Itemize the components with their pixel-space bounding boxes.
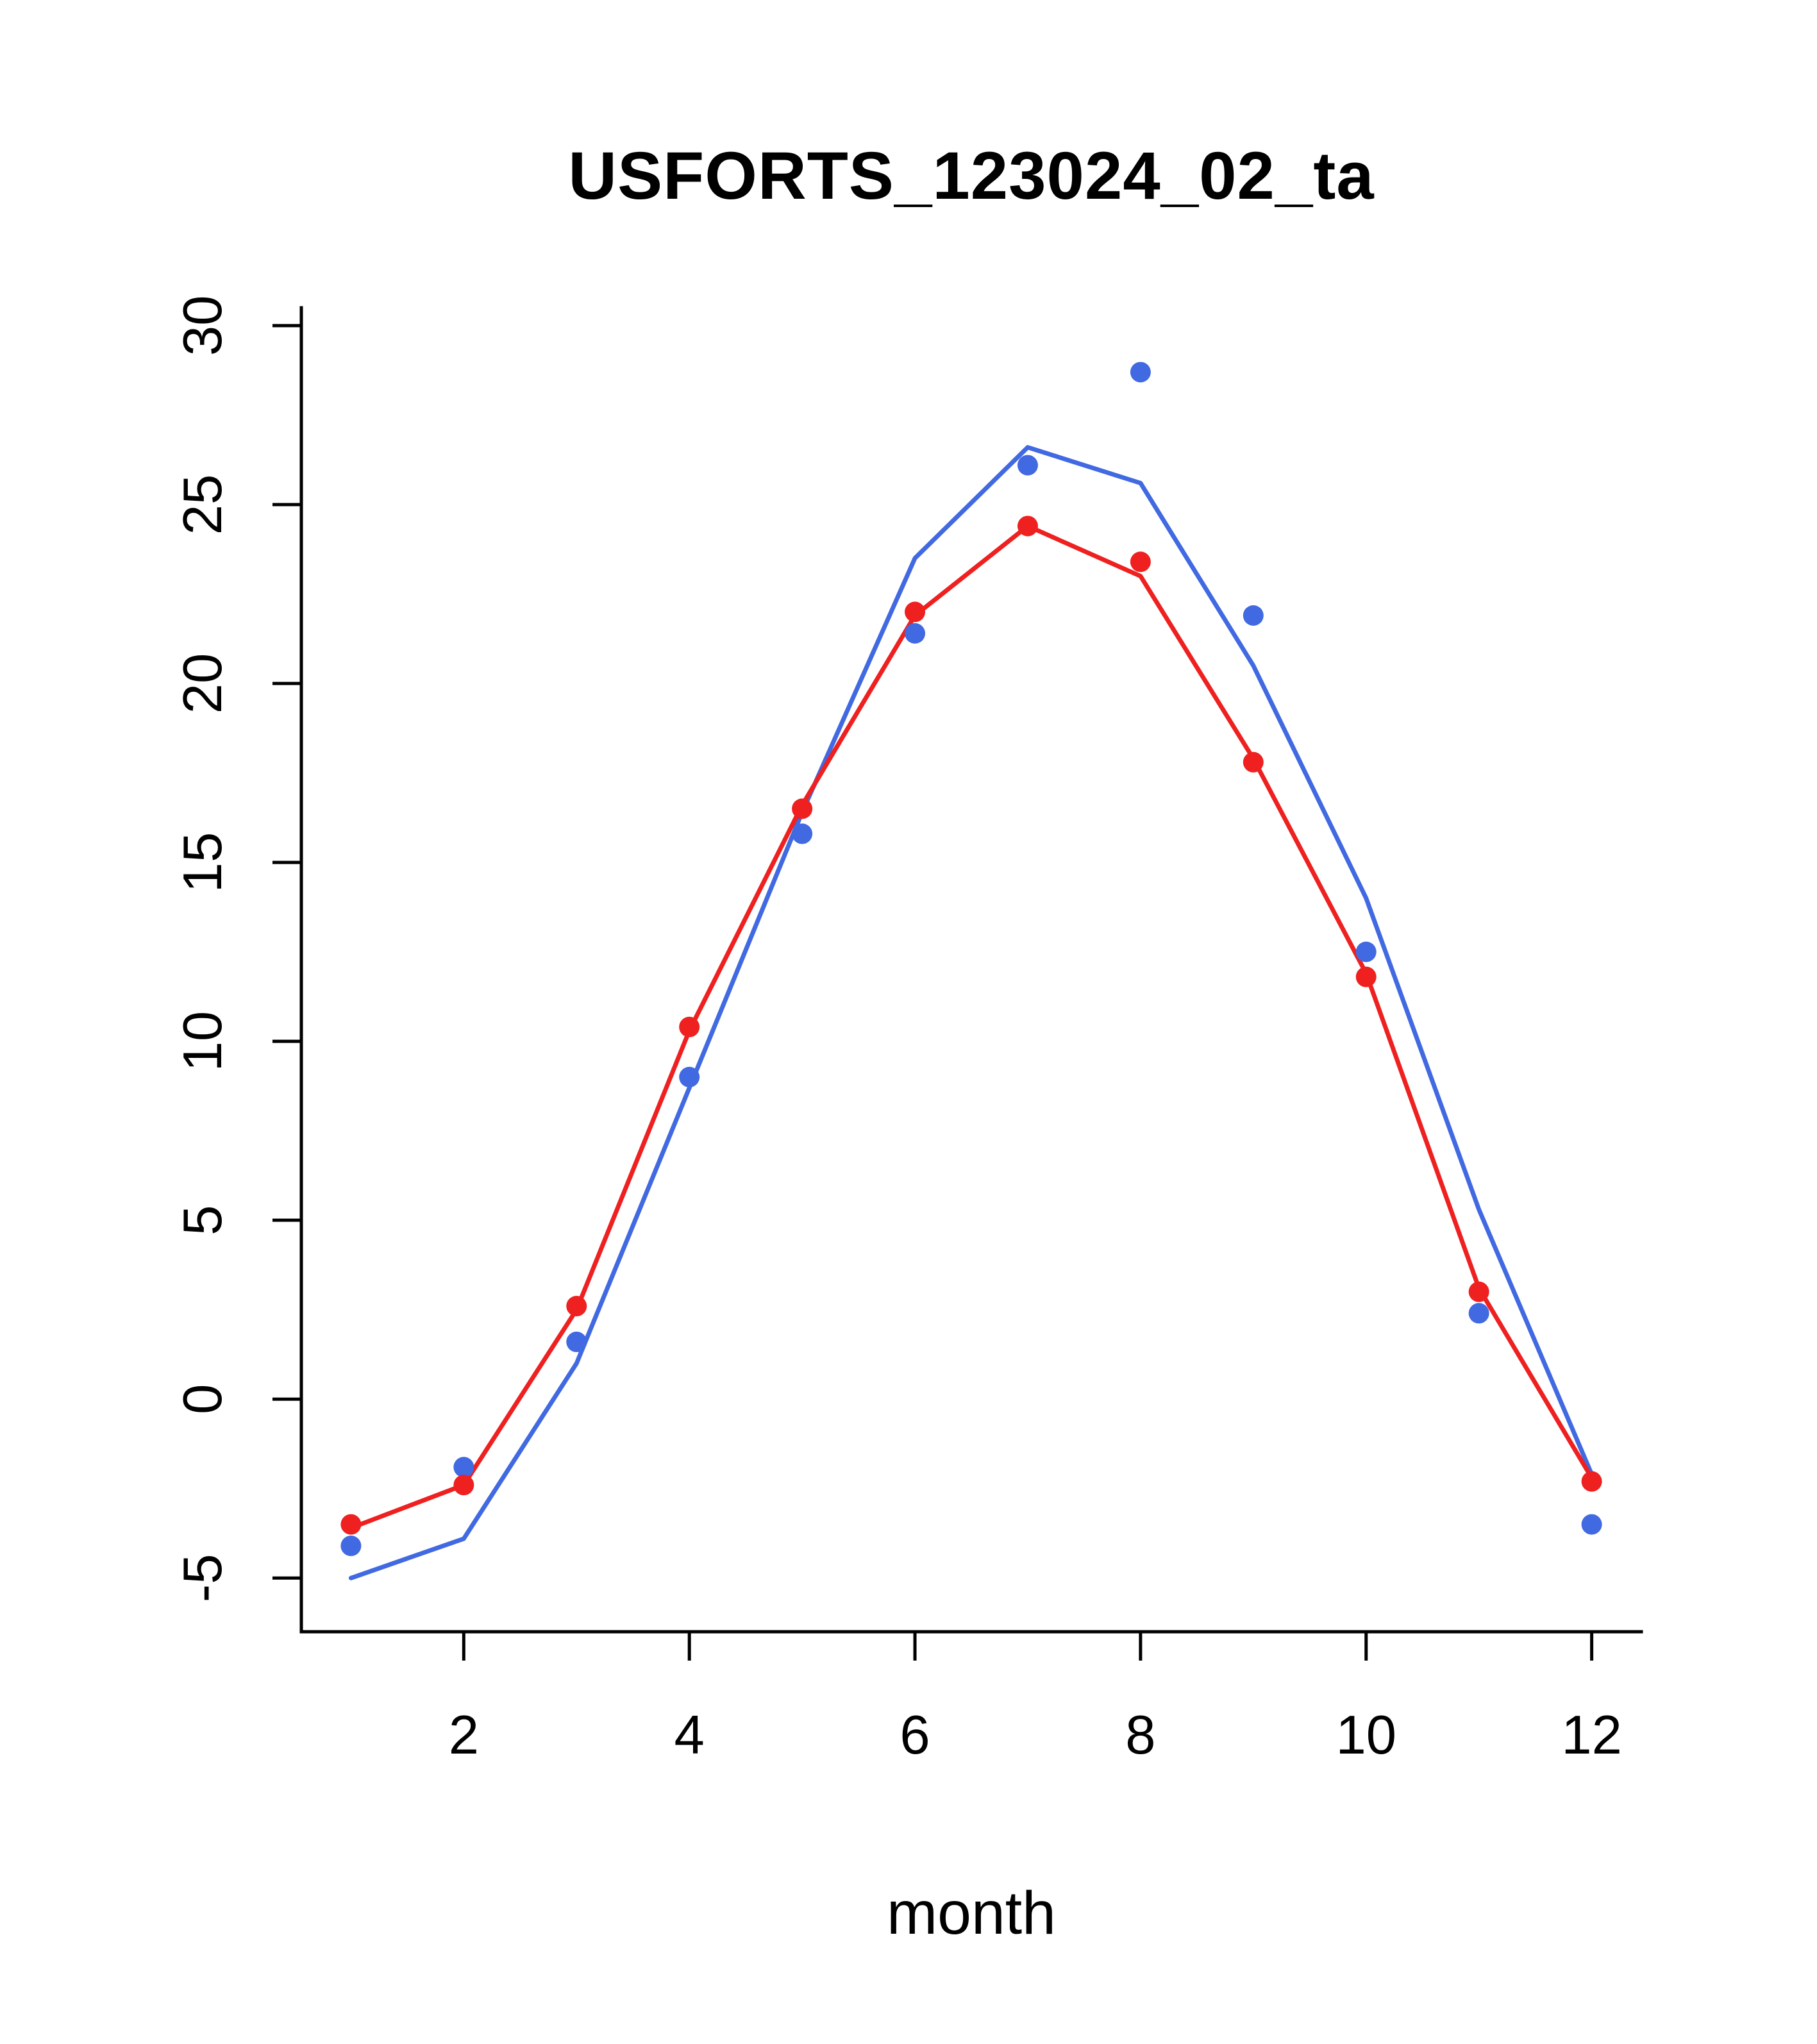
data-point — [905, 601, 926, 623]
data-point — [905, 623, 926, 644]
series-red-fit-line — [348, 523, 1595, 1530]
data-point — [1130, 362, 1151, 383]
x-tick-label: 4 — [674, 1705, 705, 1766]
x-tick-label: 2 — [449, 1705, 479, 1766]
y-tick-label: -5 — [172, 1554, 233, 1602]
data-point — [1243, 751, 1264, 773]
x-axis-ticks: 2 4 6 8 10 12 — [449, 1632, 1622, 1766]
data-point — [453, 1457, 474, 1478]
x-tick-label: 6 — [900, 1705, 930, 1766]
data-point — [340, 1514, 362, 1535]
data-point — [1581, 1514, 1602, 1535]
x-axis-label: month — [886, 1879, 1057, 1947]
chart-title: USFORTS_123024_02_ta — [568, 138, 1375, 214]
x-tick-label: 12 — [1561, 1705, 1622, 1766]
data-point — [792, 823, 813, 844]
series-blue-fit-line — [348, 445, 1595, 1580]
data-point — [1243, 605, 1264, 626]
x-tick-label: 8 — [1125, 1705, 1155, 1766]
data-point — [340, 1536, 362, 1557]
data-point — [566, 1331, 587, 1352]
y-tick-label: 5 — [172, 1205, 233, 1236]
y-tick-label: 0 — [172, 1384, 233, 1414]
data-point — [1355, 941, 1377, 962]
data-point — [1017, 515, 1038, 537]
data-point — [792, 798, 813, 819]
data-point — [1355, 966, 1377, 987]
data-point — [566, 1296, 587, 1317]
data-point — [1468, 1303, 1489, 1324]
axes — [299, 306, 1643, 1634]
series-blue-observed-points — [340, 362, 1602, 1557]
data-point — [679, 1066, 700, 1087]
y-tick-label: 10 — [172, 1011, 233, 1072]
y-tick-label: 25 — [172, 474, 233, 535]
y-tick-label: 30 — [172, 296, 233, 356]
data-point — [1468, 1281, 1489, 1302]
data-point — [1581, 1471, 1602, 1492]
series-red-observed-points — [340, 515, 1602, 1535]
y-tick-label: 15 — [172, 832, 233, 893]
y-tick-label: 20 — [172, 653, 233, 714]
data-point — [1130, 551, 1151, 573]
data-point — [679, 1016, 700, 1037]
data-point — [1017, 455, 1038, 476]
data-point — [453, 1475, 474, 1496]
x-tick-label: 10 — [1336, 1705, 1396, 1766]
y-axis-ticks: -5 0 5 10 15 20 25 30 — [172, 296, 301, 1602]
